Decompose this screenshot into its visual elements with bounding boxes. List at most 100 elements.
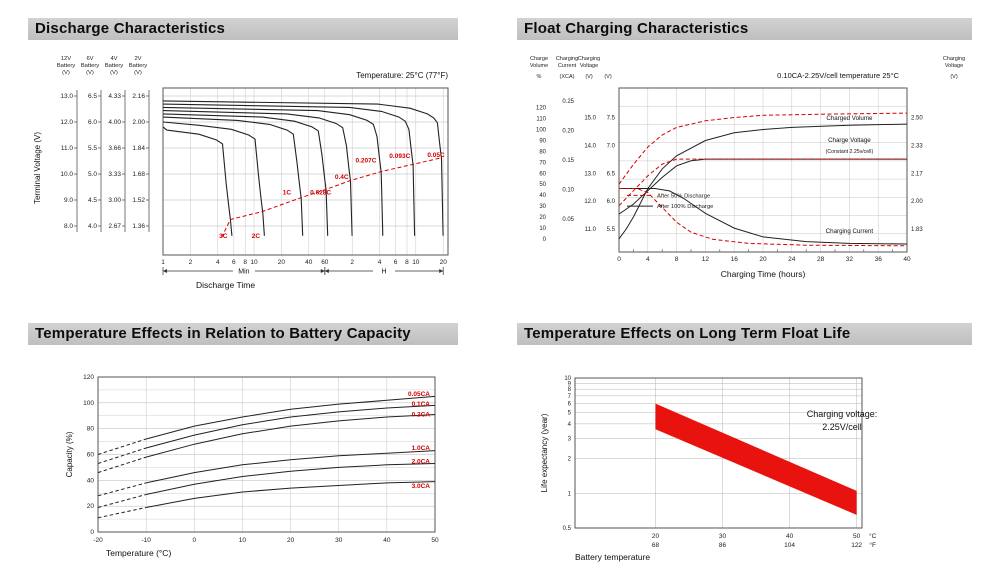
x-tick-label: 50: [431, 537, 439, 544]
series-label: 2.0CA: [412, 459, 431, 466]
y-axis-header: (V): [86, 70, 94, 76]
curve-label: 3C: [219, 233, 228, 240]
y-tick-label: 10: [564, 376, 571, 382]
discharge-curve: [162, 110, 353, 236]
y-axis-header: 12V: [61, 56, 71, 62]
y-tick-label: 2.17: [911, 171, 923, 177]
y-tick-label: 3.66: [108, 145, 121, 152]
axis-header: Voltage: [945, 63, 963, 69]
y-tick-label: 15.0: [584, 116, 596, 122]
charged-volume-100: [618, 123, 908, 240]
y-tick-label: 11.0: [585, 227, 597, 233]
x-unit-celsius: °C: [869, 532, 877, 540]
y-tick-label: 9: [568, 381, 572, 387]
discharge-curve: [162, 106, 384, 236]
y-tick-label: 12.0: [584, 199, 596, 205]
x-tick-label: 40: [903, 256, 911, 263]
capacity-curve-dashed: [97, 482, 147, 497]
y-axis-header: 2V: [134, 56, 141, 62]
plot-border: [574, 377, 863, 529]
axis-unit: (XCA): [560, 74, 575, 80]
y-tick-label: 0.15: [562, 158, 574, 164]
arrowhead: [163, 269, 167, 273]
capacity-curve: [145, 414, 436, 458]
legend-label: After 50% Discharge: [657, 193, 710, 199]
y-tick-label: 0.25: [562, 99, 574, 105]
x-tick-label: 16: [731, 256, 739, 263]
plot-border: [618, 87, 908, 253]
x-tick-celsius: 40: [786, 533, 794, 540]
y-tick-label: 60: [87, 452, 95, 459]
x-tick-label: 36: [875, 256, 883, 263]
section-title-float-life: Temperature Effects on Long Term Float L…: [517, 323, 972, 345]
y-tick-label: 40: [87, 477, 95, 484]
charging-current-50: [619, 188, 908, 247]
y-tick-label: 14.0: [584, 143, 596, 149]
y-tick-label: 4.00: [108, 119, 121, 126]
y-axis-title: Capacity (%): [65, 431, 74, 477]
charged-volume-50: [618, 112, 908, 185]
arrowhead: [439, 269, 444, 273]
x-tick-label: 6: [394, 259, 398, 266]
y-tick-label: 120: [83, 374, 94, 381]
capacity-curve: [145, 404, 436, 449]
y-tick-label: 5.0: [88, 171, 97, 178]
y-tick-label: 100: [536, 128, 547, 134]
series-label: 0.1CA: [412, 401, 431, 408]
x-tick-celsius: 20: [652, 533, 660, 540]
x-tick-fahrenheit: 104: [784, 542, 795, 549]
x-tick-label: 8: [675, 256, 679, 263]
curve-label: 0.4C: [335, 174, 349, 181]
y-tick-label: 3.00: [108, 197, 121, 204]
capacity-curve: [145, 450, 436, 484]
y-tick-label: 90: [539, 138, 546, 144]
cutoff-curve: [221, 157, 442, 238]
panel-float-charging: Float Charging Characteristics 0 4 8 12 16 20…: [517, 18, 972, 283]
y-tick-label: 0.20: [562, 129, 574, 135]
axis-unit: (V): [585, 74, 593, 80]
y-tick-label: 50: [539, 182, 546, 188]
x-tick-label: 20: [759, 256, 767, 263]
y-tick-label: 80: [87, 426, 95, 433]
x-tick-label: 6: [232, 259, 236, 266]
y-tick-label: 5.5: [88, 145, 97, 152]
y-tick-label: 2: [568, 457, 572, 463]
x-tick-label: 2: [350, 259, 354, 266]
axis-unit: %: [537, 74, 542, 80]
y-tick-label: 6: [568, 402, 572, 408]
x-tick-label: 12: [702, 256, 710, 263]
capacity-curve: [146, 481, 436, 508]
panel-discharge: Discharge Characteristics 1 2 4 6 8 10 20 40 60 2…: [28, 18, 458, 300]
charge-voltage-50: [618, 158, 907, 207]
y-tick-label: 2.33: [911, 143, 923, 149]
x-tick-label: 20: [278, 259, 286, 266]
y-axis-header: 6V: [86, 56, 93, 62]
x-axis-title: Charging Time (hours): [721, 269, 806, 279]
discharge-curve: [162, 116, 304, 236]
capacity-curve-dashed: [97, 447, 147, 464]
x-tick-fahrenheit: 122: [851, 542, 862, 549]
panel-float-life: Temperature Effects on Long Term Float L…: [517, 323, 972, 565]
axis-header: Volume: [530, 63, 548, 69]
x-tick-label: 1: [161, 259, 165, 266]
legend-label: After 100% Discharge: [657, 204, 713, 210]
y-axis-header: (V): [62, 70, 70, 76]
y-tick-label: 4.5: [88, 197, 97, 204]
discharge-curve: [162, 121, 265, 236]
y-tick-label: 0.10: [562, 188, 574, 194]
x-segment-label: H: [381, 269, 386, 276]
y-axis-header: (V): [134, 70, 142, 76]
annotation: Charging voltage:: [807, 409, 878, 419]
y-tick-label: 8: [568, 387, 572, 393]
y-tick-label: 40: [539, 193, 546, 199]
annotation: (Constant 2.25v/cell): [826, 149, 874, 155]
y-tick-label: 2.00: [911, 199, 923, 205]
y-tick-label: 0: [90, 529, 94, 536]
series-label: 1.0CA: [412, 445, 431, 452]
capacity-curve-dashed: [97, 456, 147, 474]
y-axis-header: (V): [110, 70, 118, 76]
axis-header: Current: [558, 63, 577, 69]
y-axis-header: Battery: [105, 63, 123, 69]
x-axis-title: Temperature (°C): [106, 548, 171, 558]
